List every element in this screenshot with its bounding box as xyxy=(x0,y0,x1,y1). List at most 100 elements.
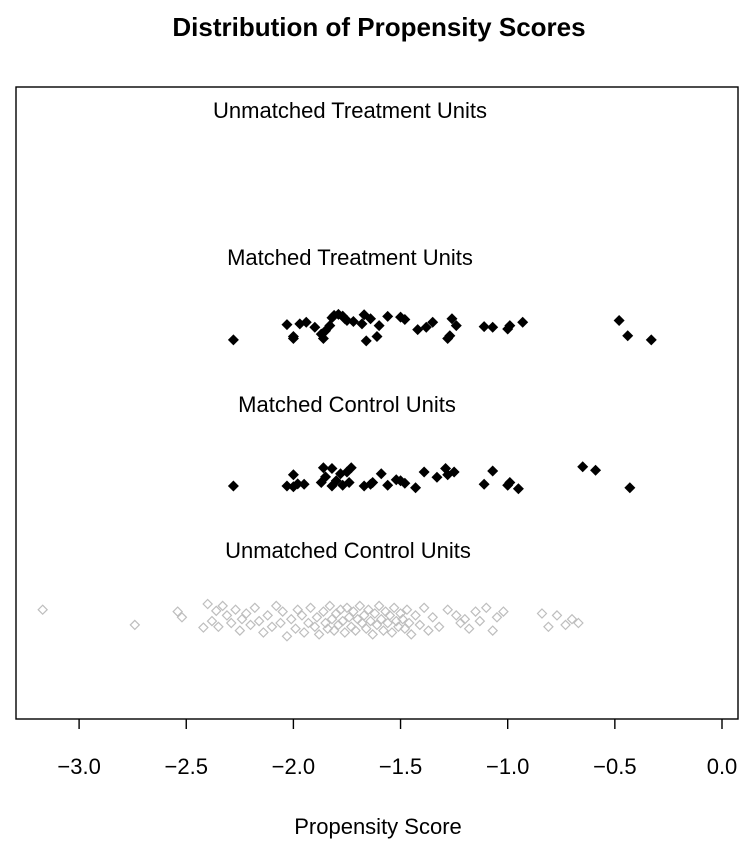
data-point xyxy=(431,471,443,483)
unmatched-control-point xyxy=(427,611,439,623)
unmatched-control-point xyxy=(305,602,316,614)
unmatched-control-point xyxy=(281,630,293,642)
unmatched-control-point xyxy=(313,629,325,640)
unmatched-control-point xyxy=(386,627,398,638)
data-point xyxy=(577,461,589,473)
unmatched-control-point xyxy=(318,606,329,617)
data-point xyxy=(382,310,394,322)
unmatched-control-point xyxy=(487,625,499,636)
unmatched-control-point xyxy=(536,608,548,619)
group-label: Matched Treatment Units xyxy=(227,245,473,270)
unmatched-control-point xyxy=(258,627,269,638)
plot-frame xyxy=(15,86,739,720)
unmatched-control-point xyxy=(253,615,265,627)
x-tick-label: −0.5 xyxy=(593,754,636,779)
unmatched-control-point xyxy=(491,611,503,623)
unmatched-control-point xyxy=(337,615,349,627)
unmatched-control-point xyxy=(245,619,256,631)
unmatched-control-point xyxy=(311,611,323,623)
unmatched-control-point xyxy=(326,613,338,625)
unmatched-control-point xyxy=(285,613,297,625)
group-label: Unmatched Control Units xyxy=(225,538,471,563)
data-point xyxy=(444,330,456,342)
data-point xyxy=(478,478,490,490)
unmatched-control-point xyxy=(551,610,563,621)
unmatched-control-point xyxy=(37,604,49,616)
unmatched-control-point xyxy=(378,625,389,636)
unmatched-control-point xyxy=(270,600,282,612)
data-point xyxy=(427,316,439,328)
unmatched-control-point xyxy=(560,619,571,631)
unmatched-control-point xyxy=(298,627,310,638)
data-point xyxy=(365,313,377,325)
unmatched-control-point xyxy=(198,622,209,633)
unmatched-control-point xyxy=(450,610,462,621)
unmatched-control-point xyxy=(343,611,355,623)
data-point xyxy=(478,321,490,333)
unmatched-control-point xyxy=(328,625,340,636)
unmatched-control-point xyxy=(290,623,301,635)
unmatched-control-point xyxy=(129,619,141,631)
data-point xyxy=(412,324,424,336)
chart-title: Distribution of Propensity Scores xyxy=(172,12,585,42)
unmatched-control-point xyxy=(236,613,248,625)
unmatched-control-point xyxy=(360,623,372,635)
x-tick-label: −1.5 xyxy=(379,754,422,779)
unmatched-control-point xyxy=(356,617,368,629)
unmatched-control-point xyxy=(172,606,184,617)
x-tick-label: −3.0 xyxy=(57,754,100,779)
unmatched-control-point xyxy=(292,604,304,616)
unmatched-control-point xyxy=(249,602,261,614)
data-point xyxy=(227,334,239,346)
unmatched-control-point xyxy=(573,617,584,629)
unmatched-control-point xyxy=(498,606,509,617)
unmatched-control-point xyxy=(480,602,492,614)
group-label: Matched Control Units xyxy=(238,392,456,417)
unmatched-control-point xyxy=(442,604,454,616)
unmatched-control-point xyxy=(418,602,430,614)
data-point xyxy=(399,477,411,489)
data-point xyxy=(345,462,357,474)
data-point xyxy=(420,321,432,333)
data-point xyxy=(227,480,239,492)
unmatched-control-point xyxy=(266,621,278,633)
unmatched-control-point xyxy=(206,615,218,627)
data-point xyxy=(317,333,329,345)
data-point xyxy=(360,335,372,347)
data-point xyxy=(281,319,293,331)
data-point xyxy=(356,318,368,330)
data-point xyxy=(326,463,338,474)
unmatched-control-point xyxy=(221,610,233,621)
data-point xyxy=(320,471,332,483)
unmatched-control-point xyxy=(397,613,409,625)
data-point xyxy=(375,468,387,480)
data-point xyxy=(613,315,625,326)
unmatched-control-point xyxy=(423,625,434,636)
data-point xyxy=(287,469,299,481)
unmatched-control-point xyxy=(309,621,321,633)
data-point xyxy=(309,321,321,333)
data-point xyxy=(298,478,310,490)
unmatched-control-point xyxy=(240,608,252,619)
data-point xyxy=(281,480,293,492)
unmatched-control-point xyxy=(363,604,374,616)
unmatched-control-point xyxy=(405,629,417,640)
unmatched-control-point xyxy=(388,602,400,614)
data-point xyxy=(512,483,524,495)
unmatched-control-point xyxy=(410,610,421,621)
data-point xyxy=(300,316,312,328)
data-point xyxy=(517,316,529,328)
data-point xyxy=(504,477,516,488)
unmatched-control-point xyxy=(455,617,466,629)
unmatched-control-point xyxy=(230,604,241,616)
x-tick-label: −2.5 xyxy=(165,754,208,779)
unmatched-control-point xyxy=(202,598,214,610)
unmatched-control-point xyxy=(350,625,361,636)
unmatched-control-point xyxy=(275,617,286,629)
x-tick-label: 0.0 xyxy=(707,754,738,779)
unmatched-control-point xyxy=(330,608,342,619)
unmatched-control-point xyxy=(395,608,406,619)
group-label: Unmatched Treatment Units xyxy=(213,98,487,123)
data-point xyxy=(367,477,379,488)
unmatched-control-point xyxy=(176,611,188,623)
